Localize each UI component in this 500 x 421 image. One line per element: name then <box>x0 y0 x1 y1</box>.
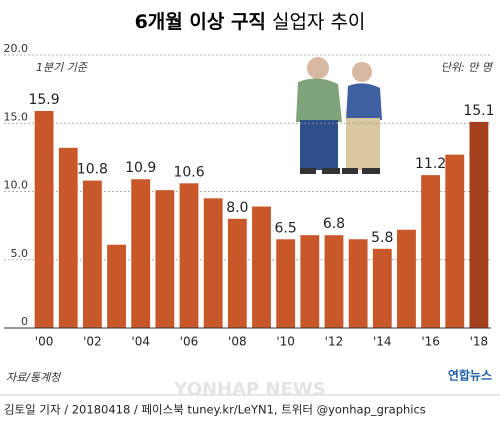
bar <box>58 147 78 328</box>
y-tick-label: 20.0 <box>4 42 29 55</box>
x-tick-label: '18 <box>470 335 489 349</box>
note-right: 단위: 만 명 <box>441 61 494 74</box>
bar <box>107 244 126 328</box>
bar <box>348 239 368 328</box>
value-label: 6.8 <box>323 216 345 232</box>
bar <box>34 110 54 328</box>
title-bold: 6개월 이상 구직 <box>135 11 266 33</box>
source: 자료/통계청 <box>6 371 62 384</box>
value-label: 11.2 <box>415 156 446 172</box>
x-tick-label: '04 <box>131 335 150 349</box>
note-left: 1분기 기준 <box>36 61 88 74</box>
bar <box>421 175 441 328</box>
credit: 김토일 기자 / 20180418 / 페이스북 tuney.kr/LeYN1,… <box>4 403 426 417</box>
x-tick-label: '10 <box>276 335 295 349</box>
value-label: 8.0 <box>226 200 248 216</box>
y-tick-label: 15.0 <box>4 110 29 123</box>
x-tick-label: '12 <box>325 335 344 349</box>
chart-title: 6개월 이상 구직 실업자 추이 <box>135 11 366 33</box>
value-label: 6.5 <box>275 220 297 236</box>
title-rest: 실업자 추이 <box>272 11 365 33</box>
bar <box>227 218 247 328</box>
bar <box>131 179 151 328</box>
x-tick-label: '14 <box>373 335 392 349</box>
value-label: 5.8 <box>371 230 393 246</box>
value-label: 10.6 <box>173 164 204 180</box>
bar <box>155 190 175 328</box>
bar <box>300 235 320 328</box>
bar <box>372 248 392 328</box>
x-tick-label: '02 <box>83 335 102 349</box>
value-label: 15.1 <box>463 103 494 119</box>
bar <box>252 206 271 328</box>
x-tick-label: '08 <box>228 335 247 349</box>
y-tick-label: 5.0 <box>11 247 29 260</box>
value-label: 10.8 <box>77 162 108 178</box>
x-tick-label: '00 <box>35 335 54 349</box>
bar <box>397 229 416 328</box>
bar <box>445 154 465 328</box>
x-tick-label: '16 <box>421 335 440 349</box>
bar <box>276 239 296 328</box>
bar <box>324 235 344 328</box>
bar <box>469 121 489 328</box>
y-tick-label: 10.0 <box>4 179 29 192</box>
value-label: 15.9 <box>28 92 59 108</box>
bar <box>203 198 223 328</box>
value-label: 10.9 <box>125 160 156 176</box>
y-tick-label: 0 <box>21 315 28 328</box>
logo: 연합뉴스 <box>448 368 492 383</box>
x-tick-label: '06 <box>180 335 199 349</box>
watermark: YONHAP NEWS <box>173 379 325 400</box>
bar <box>179 183 199 328</box>
illustration <box>296 57 382 174</box>
bar <box>82 180 102 328</box>
